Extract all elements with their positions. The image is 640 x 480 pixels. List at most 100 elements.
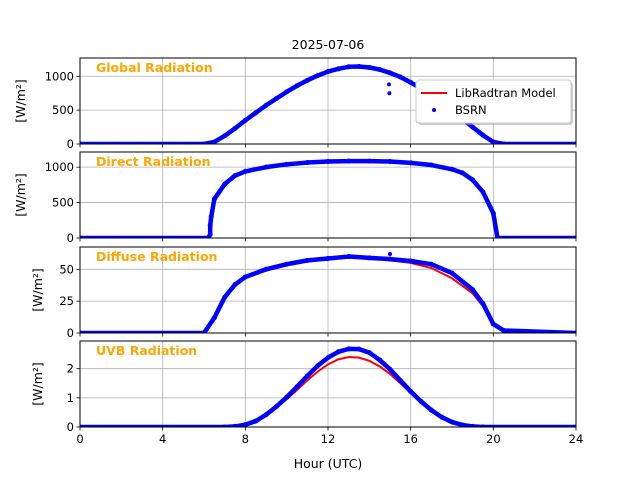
- x-tick-label: 20: [486, 432, 501, 446]
- panel-3: 0 25 50 [W/m²] Diffuse Radiation: [30, 246, 577, 340]
- x-axis-label: Hour (UTC): [294, 456, 363, 471]
- bsrn-point: [201, 141, 207, 144]
- bsrn-point: [294, 83, 300, 89]
- y-axis-label: [W/m²]: [13, 173, 28, 217]
- bsrn-point: [263, 164, 269, 170]
- bsrn-point: [346, 158, 352, 164]
- bsrn-point: [377, 67, 383, 73]
- bsrn-point: [222, 133, 228, 139]
- bsrn-point: [284, 89, 290, 95]
- bsrn-point: [242, 168, 248, 174]
- bsrn-point: [387, 256, 393, 262]
- bsrn-point: [418, 398, 424, 404]
- model-line: [209, 160, 499, 238]
- bsrn-point: [346, 64, 352, 70]
- panel-title: UVB Radiation: [96, 343, 197, 358]
- bsrn-point: [208, 214, 214, 220]
- y-tick-label: 0: [67, 137, 74, 151]
- panel-2: 0 500 1000 [W/m²] Direct Radiation: [13, 151, 577, 245]
- bsrn-point: [408, 388, 414, 394]
- bsrn-point: [242, 422, 248, 427]
- bsrn-outlier-point: [386, 82, 391, 87]
- bsrn-point: [222, 181, 228, 187]
- bsrn-point: [366, 64, 372, 70]
- bsrn-point: [449, 419, 455, 425]
- bsrn-point: [242, 274, 248, 280]
- panel-title: Diffuse Radiation: [96, 249, 217, 264]
- axes-frame: [79, 57, 577, 145]
- legend-bsrn-label: BSRN: [455, 103, 487, 117]
- y-tick-label: 1000: [45, 160, 74, 174]
- legend-model-label: LibRadtran Model: [455, 86, 556, 100]
- bsrn-point: [428, 162, 434, 168]
- bsrn-point: [470, 423, 476, 427]
- bsrn-point: [273, 96, 279, 102]
- bsrn-point: [325, 355, 331, 361]
- bsrn-point: [335, 66, 341, 72]
- bsrn-point: [387, 158, 393, 164]
- bsrn-point: [366, 158, 372, 164]
- bsrn-point: [232, 125, 238, 131]
- bsrn-point: [263, 102, 269, 108]
- legend-bsrn-swatch: [432, 108, 436, 112]
- x-tick-label: 0: [76, 432, 83, 446]
- bsrn-point: [573, 235, 576, 238]
- bsrn-point: [80, 330, 83, 333]
- bsrn-point: [222, 294, 228, 300]
- y-tick-label: 0: [67, 420, 74, 434]
- bsrn-point: [263, 412, 269, 418]
- y-axis-label: [W/m²]: [30, 268, 45, 312]
- x-tick-label: 8: [242, 432, 249, 446]
- bsrn-point: [459, 170, 465, 176]
- bsrn-point: [387, 366, 393, 372]
- bsrn-point: [573, 424, 576, 427]
- bsrn-point: [304, 373, 310, 379]
- bsrn-point: [501, 141, 507, 144]
- bsrn-point: [304, 257, 310, 263]
- bsrn-point: [315, 363, 321, 369]
- x-tick-label: 16: [403, 432, 418, 446]
- bsrn-point: [253, 110, 259, 116]
- bsrn-point: [490, 321, 496, 327]
- bsrn-trace: [80, 346, 576, 427]
- bsrn-point: [294, 384, 300, 390]
- bsrn-point: [490, 139, 496, 144]
- x-tick-label: 24: [569, 432, 584, 446]
- panel-title: Global Radiation: [96, 60, 213, 75]
- bsrn-point: [253, 418, 259, 424]
- x-tick-label: 12: [321, 432, 336, 446]
- bsrn-point: [397, 377, 403, 383]
- bsrn-point: [449, 270, 455, 276]
- bsrn-point: [315, 73, 321, 79]
- bsrn-point: [573, 330, 576, 333]
- axes-frame: [79, 340, 577, 428]
- bsrn-point: [356, 346, 362, 352]
- bsrn-point: [263, 266, 269, 272]
- bsrn-point: [232, 173, 238, 179]
- bsrn-point: [439, 414, 445, 420]
- bsrn-point: [325, 69, 331, 75]
- x-tick-label: 4: [159, 432, 166, 446]
- y-tick-label: 500: [52, 196, 74, 210]
- legend: LibRadtran Model BSRN: [415, 79, 573, 125]
- bsrn-point: [480, 132, 486, 138]
- bsrn-point: [490, 210, 496, 216]
- y-tick-label: 50: [59, 262, 74, 276]
- bsrn-point: [304, 160, 310, 166]
- y-tick-label: 2: [67, 362, 74, 376]
- bsrn-point: [273, 404, 279, 410]
- bsrn-point: [356, 63, 362, 69]
- bsrn-point: [346, 346, 352, 352]
- y-tick-label: 0: [67, 326, 74, 340]
- bsrn-point: [232, 423, 238, 427]
- y-tick-label: 0: [67, 231, 74, 245]
- bsrn-point: [366, 350, 372, 356]
- bsrn-point: [387, 70, 393, 76]
- bsrn-point: [408, 258, 414, 264]
- bsrn-point: [346, 254, 352, 260]
- bsrn-point: [480, 189, 486, 195]
- y-tick-label: 25: [59, 294, 74, 308]
- bsrn-point: [573, 141, 576, 144]
- bsrn-point: [480, 424, 486, 427]
